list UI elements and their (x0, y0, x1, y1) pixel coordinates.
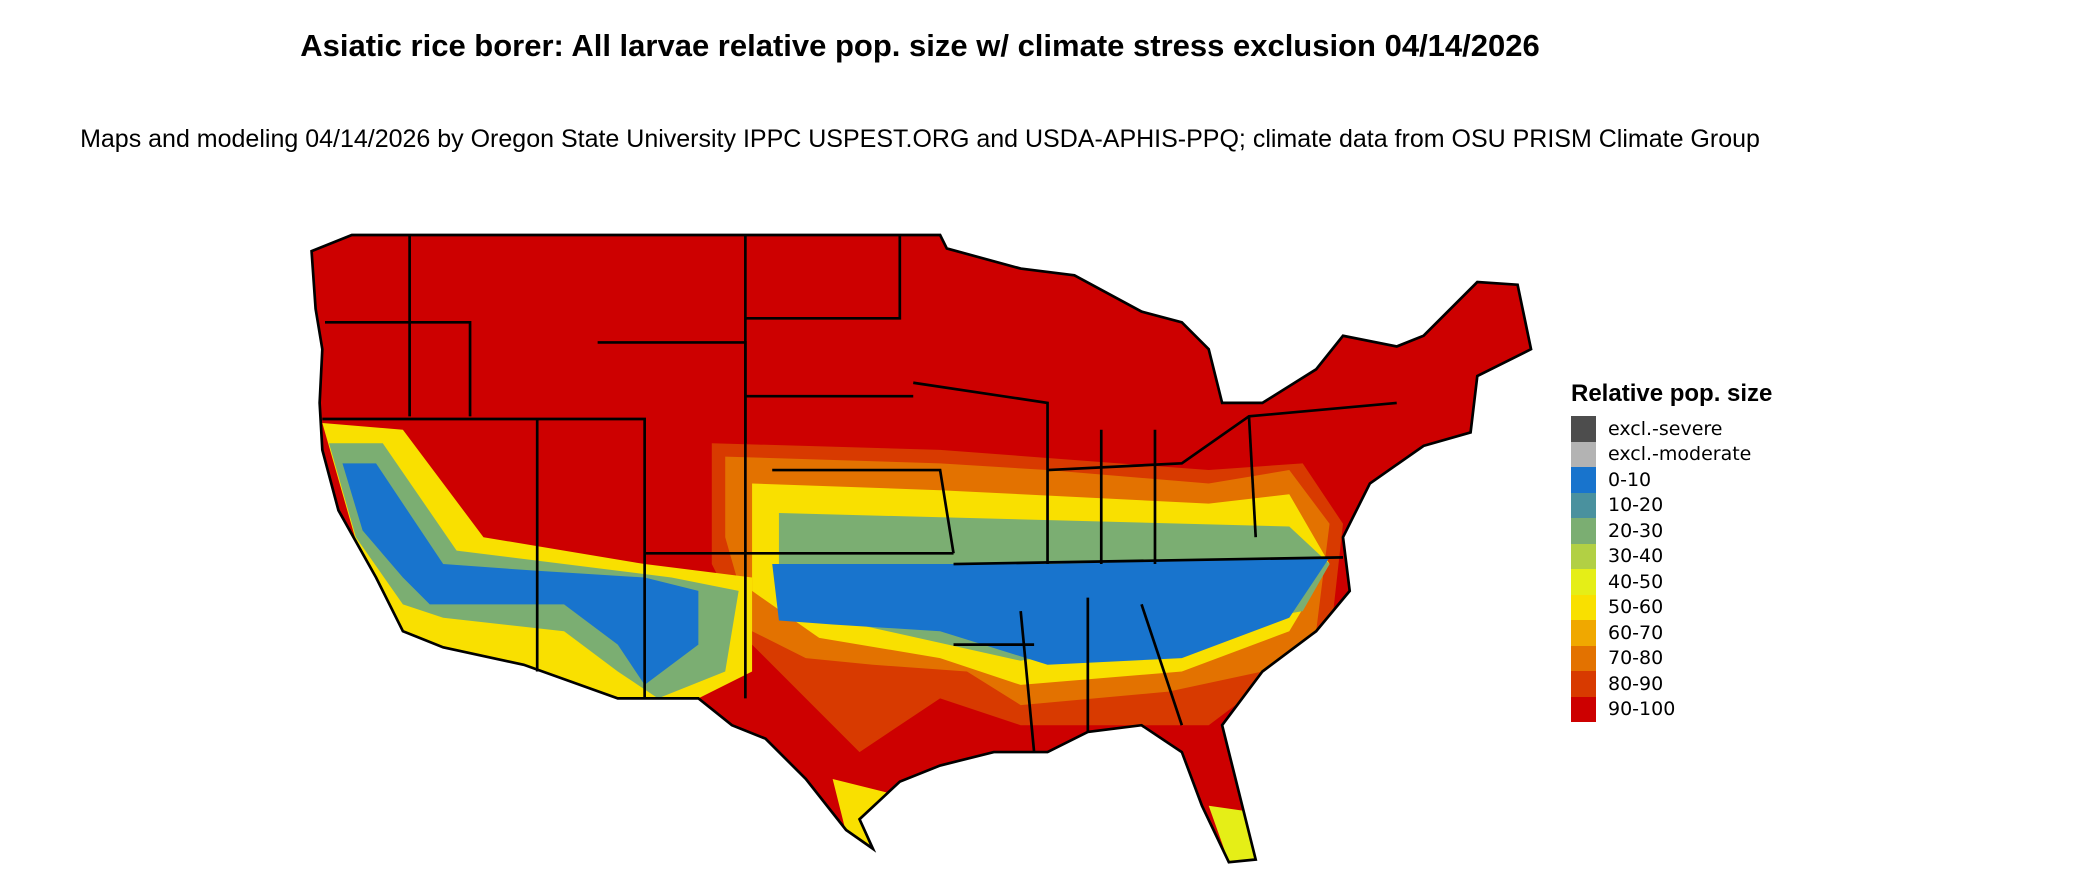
legend-item: 40-50 (1571, 569, 1772, 595)
legend-swatch (1571, 594, 1596, 620)
legend-swatch (1571, 518, 1596, 544)
legend-label: 20-30 (1608, 519, 1664, 542)
legend: Relative pop. size excl.-severe excl.-mod… (1571, 380, 1772, 722)
legend-swatch (1571, 543, 1596, 569)
legend-label: excl.-severe (1608, 417, 1723, 440)
legend-title: Relative pop. size (1571, 380, 1773, 407)
legend-item: 0-10 (1571, 467, 1772, 493)
legend-item: 90-100 (1571, 696, 1772, 722)
legend-item: 70-80 (1571, 645, 1772, 671)
legend-item: 60-70 (1571, 620, 1772, 646)
legend-item: 80-90 (1571, 671, 1772, 697)
legend-swatch (1571, 645, 1596, 671)
legend-swatch (1571, 467, 1596, 493)
zone-fl-yellow (1208, 805, 1256, 863)
legend-label: 80-90 (1608, 672, 1664, 695)
legend-label: excl.-moderate (1608, 443, 1752, 466)
legend-label: 70-80 (1608, 647, 1664, 670)
map-title: Asiatic rice borer: All larvae relative … (300, 28, 1540, 63)
zone-0-10 (772, 557, 1330, 665)
map-subtitle: Maps and modeling 04/14/2026 by Oregon S… (80, 125, 1760, 153)
legend-swatch (1571, 416, 1596, 442)
legend-item: excl.-severe (1571, 416, 1772, 442)
legend-label: 40-50 (1608, 570, 1664, 593)
legend-label: 90-100 (1608, 698, 1676, 721)
legend-swatch (1571, 441, 1596, 467)
legend-swatch (1571, 492, 1596, 518)
state-borders (310, 233, 1533, 864)
legend-swatch (1571, 696, 1596, 722)
zone-sw-blue (342, 463, 699, 685)
legend-item: 30-40 (1571, 543, 1772, 569)
legend-label: 50-60 (1608, 596, 1664, 619)
legend-label: 30-40 (1608, 545, 1664, 568)
legend-item: 20-30 (1571, 518, 1772, 544)
legend-item: 10-20 (1571, 492, 1772, 518)
legend-label: 0-10 (1608, 468, 1652, 491)
legend-swatch (1571, 671, 1596, 697)
legend-item: excl.-moderate (1571, 441, 1772, 467)
legend-swatch (1571, 569, 1596, 595)
legend-label: 10-20 (1608, 494, 1664, 517)
legend-item: 50-60 (1571, 594, 1772, 620)
legend-label: 60-70 (1608, 621, 1664, 644)
legend-swatch (1571, 620, 1596, 646)
